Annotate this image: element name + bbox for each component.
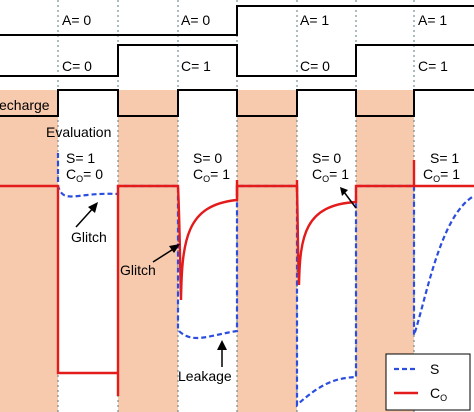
legend: S CO bbox=[385, 353, 471, 411]
a-label: A= 0 bbox=[62, 12, 91, 28]
precharge-band bbox=[0, 90, 58, 412]
signal-s bbox=[56, 153, 474, 408]
precharge-bands bbox=[0, 90, 414, 412]
state-labels: S= 1 S= 0 S= 0 S= 1 CO= 0 CO= 1 CO= 1 CO… bbox=[66, 150, 460, 184]
s-state-label: S= 1 bbox=[66, 150, 95, 166]
co-peak-arrow bbox=[343, 191, 357, 209]
precharge-band bbox=[118, 90, 178, 412]
legend-co-label: CO bbox=[430, 385, 447, 403]
legend-box bbox=[385, 353, 471, 411]
c-label: C= 1 bbox=[418, 58, 448, 74]
a-label: A= 1 bbox=[418, 12, 447, 28]
trace-precharge bbox=[0, 89, 474, 117]
a-label: A= 1 bbox=[300, 12, 329, 28]
c-label: C= 1 bbox=[181, 58, 211, 74]
co-state-label: CO= 0 bbox=[66, 166, 103, 184]
evaluation-label: Evaluation bbox=[46, 124, 111, 140]
glitch-co-label: Glitch bbox=[120, 262, 156, 278]
co-state-label: CO= 1 bbox=[312, 166, 349, 184]
co-state-label: CO= 1 bbox=[193, 166, 230, 184]
s-state-label: S= 1 bbox=[430, 150, 459, 166]
a-label: A= 0 bbox=[181, 12, 210, 28]
input-labels: A= 0 A= 0 A= 1 A= 1 C= 0 C= 1 C= 0 C= 1 bbox=[62, 12, 448, 74]
glitch-s-label: Glitch bbox=[71, 229, 107, 245]
trace-c bbox=[0, 44, 474, 77]
s-state-label: S= 0 bbox=[312, 150, 341, 166]
digital-traces bbox=[0, 5, 474, 117]
annotations: Glitch Glitch Leakage bbox=[71, 187, 357, 384]
co-state-label: CO= 1 bbox=[423, 166, 460, 184]
precharge-label: echarge bbox=[0, 97, 50, 113]
glitch-s-arrowhead bbox=[88, 202, 98, 213]
leakage-label: Leakage bbox=[178, 368, 232, 384]
signal-co bbox=[0, 160, 474, 396]
precharge-band bbox=[237, 90, 297, 412]
co-peak-arrowhead bbox=[340, 187, 348, 196]
c-label: C= 0 bbox=[62, 58, 92, 74]
glitch-co-arrow bbox=[152, 247, 176, 263]
trace-a bbox=[0, 5, 474, 36]
glitch-co-arrowhead bbox=[169, 244, 180, 253]
legend-s-label: S bbox=[430, 361, 439, 377]
c-label: C= 0 bbox=[300, 58, 330, 74]
leakage-arrowhead bbox=[217, 340, 227, 350]
s-state-label: S= 0 bbox=[193, 150, 222, 166]
